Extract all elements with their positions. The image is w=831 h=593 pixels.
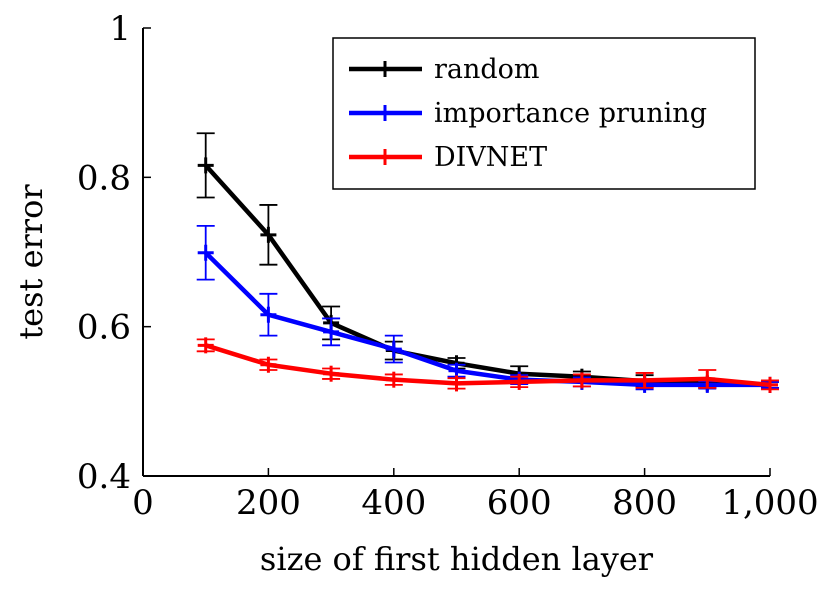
legend-label: importance pruning [434,98,707,129]
series-line-divnet [205,343,771,388]
y-axis-label: test error [12,184,50,340]
tick-marks [142,27,771,477]
x-tick-label: 600 [487,483,552,523]
y-tick-label: 0.6 [77,308,131,348]
legend-entry-importance-pruning: importance pruning [349,98,707,129]
plot-area [196,132,779,393]
x-tick-label: 800 [612,483,677,523]
legend-box [332,37,756,190]
legend-label: random [434,54,540,85]
series-divnet [196,337,779,393]
x-tick-label: 0 [132,483,154,523]
x-tick-label: 200 [236,483,301,523]
tick-labels: 0 200 400 600 800 1,000 0.4 0.6 0.8 1 [77,9,819,523]
legend-entry-random: random [349,54,540,85]
series-line-importance-pruning [204,251,770,388]
y-tick-label: 1 [109,9,131,49]
series-line-random [204,163,771,388]
legend-entries: random importance pruning DIVNET [349,54,707,173]
legend-entry-divnet: DIVNET [349,142,547,173]
x-axis-label: size of first hidden layer [260,540,654,578]
y-tick-label: 0.4 [77,457,131,497]
axes [142,28,770,477]
legend-label: DIVNET [434,142,547,173]
y-tick-label: 0.8 [77,158,131,198]
legend: random importance pruning DIVNET [332,37,756,190]
x-tick-label: 1,000 [721,483,818,523]
x-tick-label: 400 [361,483,426,523]
